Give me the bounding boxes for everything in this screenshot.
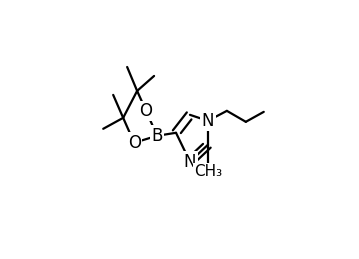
Text: CH₃: CH₃	[194, 164, 222, 179]
Text: N: N	[184, 153, 196, 171]
Text: B: B	[151, 127, 163, 145]
Text: N: N	[202, 112, 214, 130]
Text: O: O	[140, 102, 153, 120]
Text: O: O	[128, 134, 141, 152]
